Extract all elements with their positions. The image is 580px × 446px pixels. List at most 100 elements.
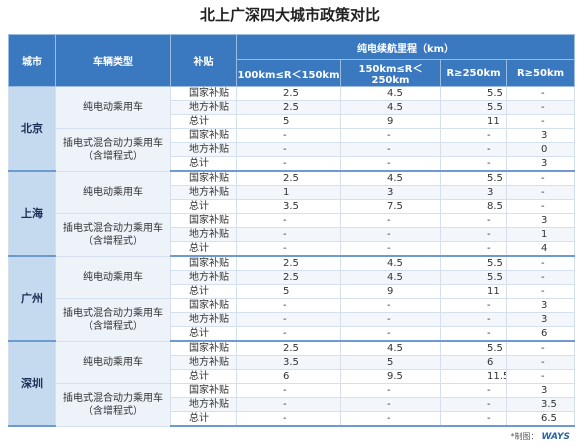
subsidy-label: 总计 [170, 156, 237, 172]
subsidy-label: 国家补贴 [170, 213, 237, 228]
value-cell: 3 [505, 213, 576, 228]
title: 北上广深四大城市政策对比 [199, 6, 380, 24]
value-cell: 4.5 [340, 270, 441, 285]
vehicle-cell: 插电式混合动力乘用车 （含增程式） [55, 298, 171, 342]
value-cell: - [505, 100, 576, 115]
value-cell: 3 [505, 298, 576, 313]
value-cell: - [440, 326, 507, 342]
value-cell: 5.5 [440, 340, 507, 356]
value-cell: - [236, 411, 341, 427]
value-cell: 1 [505, 227, 576, 242]
value-cell: - [340, 213, 441, 228]
value-cell: 5 [340, 355, 441, 370]
value-cell: - [505, 369, 576, 384]
logo: WAYS [541, 432, 570, 442]
value-cell: - [340, 241, 441, 257]
vehicle-type: 插电式混合动力乘用车 [63, 222, 163, 234]
value-cell: 11.5 [440, 369, 507, 384]
footer: *制图： WAYS [510, 431, 570, 442]
city-cell: 广州 [8, 255, 56, 342]
vehicle-note: （含增程式） [83, 150, 143, 162]
value-cell: 4.5 [340, 170, 441, 186]
footer-text: *制图： [510, 432, 539, 441]
value-cell: 4.5 [340, 100, 441, 115]
value-cell: 11 [440, 284, 507, 299]
value-cell: 1 [236, 185, 341, 200]
subsidy-label: 地方补贴 [170, 142, 237, 157]
value-cell: - [236, 142, 341, 157]
value-cell: 5 [236, 284, 341, 299]
value-cell: - [440, 227, 507, 242]
value-cell: 2.5 [236, 100, 341, 115]
city-cell: 北京 [8, 86, 56, 172]
value-cell: 3.5 [236, 355, 341, 370]
value-cell: - [236, 227, 341, 242]
value-cell: - [340, 142, 441, 157]
vehicle-type: 纯电动乘用车 [83, 271, 143, 283]
header-cell: R≥50km [505, 59, 576, 87]
value-cell: 3.5 [505, 397, 576, 412]
value-cell: 3 [505, 383, 576, 398]
policy-table: 城市 车辆类型 补贴 纯电续航里程（km） 100km≤R＜150km 150km… [8, 34, 576, 427]
subsidy-label: 总计 [170, 241, 237, 257]
value-cell: 5.5 [440, 86, 507, 101]
subsidy-label: 地方补贴 [170, 100, 237, 115]
table-row: 上海 纯电动乘用车 国家补贴 2.5 4.5 5.5- [8, 170, 576, 257]
value-cell: 2.5 [236, 170, 341, 186]
value-cell: - [505, 114, 576, 129]
value-cell: - [236, 312, 341, 327]
value-cell: 3.5 [236, 199, 341, 214]
subsidy-label: 总计 [170, 411, 237, 427]
value-cell: 0 [505, 142, 576, 157]
subsidy-label: 地方补贴 [170, 355, 237, 370]
value-cell: 2.5 [236, 86, 341, 101]
value-cell: 11 [440, 114, 507, 129]
value-cell: - [236, 213, 341, 228]
subsidy-label: 国家补贴 [170, 298, 237, 313]
value-cell: 5.5 [440, 100, 507, 115]
vehicle-cell: 纯电动乘用车 [55, 170, 171, 214]
header-cell: 100km≤R＜150km [236, 59, 341, 87]
vehicle-note: （含增程式） [83, 320, 143, 332]
value-cell: - [340, 298, 441, 313]
subsidy-label: 地方补贴 [170, 227, 237, 242]
table-row: 地方补贴 1 3 3- [9, 185, 576, 200]
table-row: 插电式混合动力乘用车 （含增程式） 国家补贴 - - -3 [9, 298, 576, 342]
table-row: 广州 纯电动乘用车 国家补贴 2.5 4.5 5.5- [8, 255, 576, 342]
value-cell: - [340, 383, 441, 398]
table-row: 地方补贴 - - -3 [9, 312, 576, 327]
value-cell: - [440, 298, 507, 313]
subsidy-label: 国家补贴 [170, 86, 237, 101]
vehicle-note: （含增程式） [83, 235, 143, 247]
value-cell: 2.5 [236, 340, 341, 356]
table-row: 总计 - - -4 [9, 241, 576, 257]
header-cell: 车辆类型 [55, 34, 171, 87]
vehicle-type: 纯电动乘用车 [83, 102, 143, 113]
table-row: 总计 5 9 11- [9, 114, 576, 129]
value-cell: 2.5 [236, 255, 341, 271]
value-cell: - [440, 241, 507, 257]
table-row: 深圳 纯电动乘用车 国家补贴 2.5 4.5 5.5- [8, 340, 576, 427]
value-cell: 3 [505, 312, 576, 327]
vehicle-note: （含增程式） [83, 405, 143, 417]
subsidy-label: 国家补贴 [170, 255, 237, 271]
header-cell: 补贴 [170, 34, 237, 87]
value-cell: 9 [340, 114, 441, 129]
value-cell: - [340, 411, 441, 427]
vehicle-cell: 插电式混合动力乘用车 （含增程式） [55, 213, 171, 257]
value-cell: - [440, 128, 507, 143]
value-cell: - [236, 326, 341, 342]
value-cell: 2.5 [236, 270, 341, 285]
value-cell: - [440, 411, 507, 427]
value-cell: - [440, 142, 507, 157]
table-row: 插电式混合动力乘用车 （含增程式） 国家补贴 - - -3 [9, 128, 576, 172]
vehicle-cell: 纯电动乘用车 [55, 86, 171, 129]
vehicle-type: 插电式混合动力乘用车 [63, 307, 163, 319]
value-cell: 3 [340, 185, 441, 200]
table-row: 地方补贴 - - -1 [9, 227, 576, 242]
value-cell: - [340, 397, 441, 412]
value-cell: 3 [505, 156, 576, 172]
value-cell: 6 [505, 326, 576, 342]
